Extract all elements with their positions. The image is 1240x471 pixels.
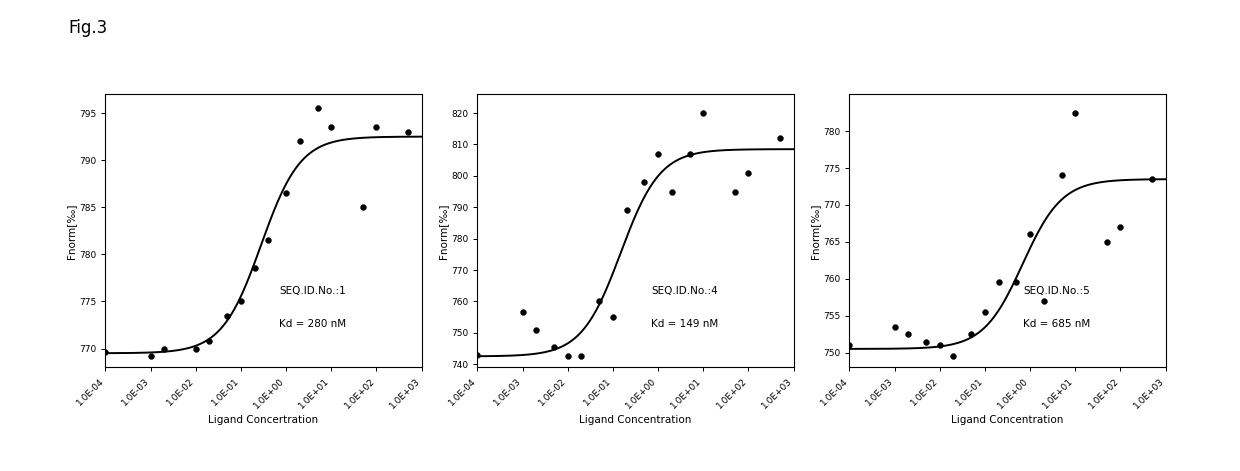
Text: Kd = 685 nM: Kd = 685 nM (1023, 319, 1090, 329)
Point (693, 109, 713, 117)
Text: SEQ.ID.No.:5: SEQ.ID.No.:5 (1023, 286, 1090, 296)
Point (1052, 171, 1071, 179)
Point (603, 313, 622, 321)
Point (944, 352, 963, 360)
Point (512, 309, 532, 316)
Point (988, 279, 1008, 286)
Point (398, 128, 418, 136)
Point (308, 105, 327, 112)
Point (321, 123, 341, 131)
Y-axis label: Fnorm[‰]: Fnorm[‰] (439, 203, 449, 259)
Point (739, 169, 759, 177)
Point (680, 150, 699, 158)
Point (770, 134, 790, 142)
Point (1097, 238, 1117, 246)
Point (930, 341, 950, 349)
Point (1111, 223, 1131, 231)
Point (367, 123, 387, 131)
Point (140, 352, 160, 360)
Point (244, 265, 264, 272)
Point (95, 349, 115, 356)
X-axis label: Ligand Concertration: Ligand Concertration (208, 414, 319, 424)
Point (839, 341, 859, 349)
Y-axis label: Fnorm[‰]: Fnorm[‰] (811, 203, 821, 259)
Point (544, 343, 564, 351)
Point (662, 188, 682, 195)
Text: SEQ.ID.No.:1: SEQ.ID.No.:1 (279, 286, 346, 296)
Point (572, 353, 591, 360)
X-axis label: Ligand Concentration: Ligand Concentration (951, 414, 1064, 424)
Y-axis label: Fnorm[‰]: Fnorm[‰] (67, 203, 77, 259)
Point (353, 203, 373, 211)
Point (1007, 279, 1027, 286)
Text: Kd = 280 nM: Kd = 280 nM (279, 319, 346, 329)
Point (898, 330, 918, 338)
Point (467, 351, 487, 358)
Text: Fig.3: Fig.3 (68, 19, 108, 37)
Point (258, 236, 278, 244)
Point (277, 189, 296, 197)
Point (725, 188, 745, 195)
Point (916, 338, 936, 345)
Point (1021, 231, 1040, 238)
Point (649, 150, 668, 158)
Point (526, 326, 546, 333)
Point (154, 345, 174, 352)
Point (884, 323, 904, 331)
Point (186, 345, 206, 352)
Point (558, 353, 578, 360)
Point (1034, 297, 1054, 305)
X-axis label: Ligand Concentration: Ligand Concentration (579, 414, 692, 424)
Point (589, 298, 609, 305)
Point (200, 337, 219, 345)
Text: SEQ.ID.No.:4: SEQ.ID.No.:4 (651, 286, 718, 296)
Point (290, 138, 310, 145)
Text: Kd = 149 nM: Kd = 149 nM (651, 319, 718, 329)
Point (231, 298, 250, 305)
Point (1142, 175, 1162, 183)
Point (635, 179, 655, 186)
Point (961, 330, 981, 338)
Point (1065, 109, 1085, 116)
Point (975, 308, 994, 316)
Point (616, 207, 636, 214)
Point (217, 312, 237, 319)
